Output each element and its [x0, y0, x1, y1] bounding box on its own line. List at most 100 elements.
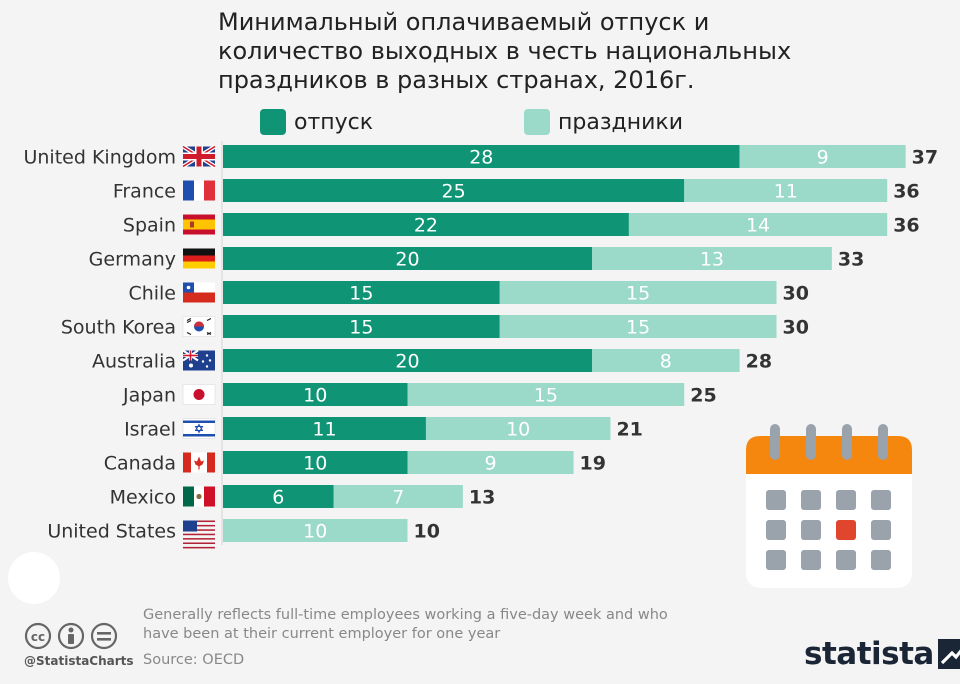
chart-title: Минимальный оплачиваемый отпуск и количе… [218, 8, 792, 94]
france-flag-icon [183, 180, 215, 201]
data-label-holidays: 15 [626, 283, 650, 305]
bar-holidays [592, 349, 740, 372]
data-label-vacation: 20 [395, 351, 419, 373]
bar-vacation [223, 451, 408, 474]
bar-vacation [223, 247, 592, 270]
category-label: Germany [89, 249, 176, 271]
total-label: 33 [838, 249, 864, 271]
chile-flag-icon [183, 282, 215, 303]
south-korea-flag-icon [182, 316, 216, 337]
twitter-handle: @StatistaCharts [24, 654, 134, 668]
data-label-holidays: 9 [484, 453, 496, 475]
data-label-vacation: 15 [349, 317, 373, 339]
bar-holidays [425, 417, 611, 440]
bar-holidays [592, 247, 832, 270]
data-label-vacation: 11 [312, 419, 336, 441]
total-label: 36 [893, 181, 919, 203]
bar-vacation [223, 349, 592, 372]
statista-logo: statista [804, 636, 960, 672]
category-label: Chile [128, 283, 176, 305]
mexico-flag-icon [183, 486, 215, 507]
category-label: Japan [122, 385, 176, 407]
logo-text: statista [804, 636, 934, 672]
bar-vacation [223, 179, 685, 202]
bar-holidays [223, 519, 408, 542]
legend-item-holidays: праздники [524, 108, 683, 136]
australia-flag-icon [182, 349, 215, 371]
calendar-icon [746, 424, 912, 588]
bar-vacation [223, 383, 408, 406]
data-label-holidays: 15 [626, 317, 650, 339]
equal-icon [90, 622, 118, 650]
bar-holidays [333, 485, 463, 508]
bar-holidays [407, 451, 574, 474]
category-label: South Korea [61, 317, 176, 339]
bar-vacation [223, 417, 426, 440]
legend-label-vacation: отпуск [294, 109, 374, 135]
category-label: France [113, 181, 176, 203]
japan-flag-icon [182, 384, 216, 405]
bar-holidays [499, 315, 777, 338]
bar-holidays [684, 179, 888, 202]
canada-flag-icon [183, 452, 215, 473]
svg-text:cc: cc [31, 630, 45, 644]
category-label: Israel [124, 419, 176, 441]
total-label: 36 [893, 215, 919, 237]
usa-flag-icon [183, 520, 215, 549]
data-label-holidays: 9 [817, 147, 829, 169]
data-label-holidays: 13 [700, 249, 724, 271]
legend-swatch-holidays [524, 109, 550, 135]
license-icons: cc [24, 622, 118, 650]
total-label: 19 [580, 453, 606, 475]
data-label-vacation: 20 [395, 249, 419, 271]
legend-item-vacation: отпуск [260, 108, 373, 136]
data-label-vacation: 10 [303, 453, 327, 475]
legend-label-holidays: праздники [558, 109, 684, 135]
category-label: United States [47, 521, 176, 543]
data-label-holidays: 8 [660, 351, 672, 373]
data-label-holidays: 15 [534, 385, 558, 407]
category-label: Canada [104, 453, 176, 475]
footnote: Generally reflects full-time employees w… [143, 607, 668, 642]
data-label-holidays: 11 [774, 181, 798, 203]
data-label-vacation: 25 [442, 181, 466, 203]
bar-vacation [223, 145, 740, 168]
category-label: Spain [123, 215, 176, 237]
data-label-holidays: 10 [303, 521, 327, 543]
data-label-vacation: 22 [414, 215, 438, 237]
spain-flag-icon [183, 214, 215, 235]
category-label: United Kingdom [23, 147, 176, 169]
bar-vacation [223, 485, 334, 508]
total-label: 30 [783, 317, 809, 339]
decorative-blob [8, 552, 60, 604]
logo-mark-icon [937, 639, 960, 669]
bar-vacation [223, 315, 500, 338]
total-label: 28 [746, 351, 772, 373]
bar-holidays [739, 145, 906, 168]
data-label-vacation: 6 [272, 487, 284, 509]
cc-icon: cc [24, 622, 52, 650]
stacked-bar-chart: United Kingdom 28 9 37 France 25 11 36 Spain 22 14… [23, 141, 938, 549]
uk-flag-icon [181, 144, 217, 169]
total-label: 30 [783, 283, 809, 305]
bar-holidays [407, 383, 685, 406]
category-label: Australia [92, 351, 176, 373]
source-text: Source: OECD [143, 652, 245, 668]
data-label-vacation: 28 [469, 147, 493, 169]
legend-swatch-vacation [260, 109, 286, 135]
data-label-holidays: 7 [392, 487, 404, 509]
bar-vacation [223, 213, 629, 236]
germany-flag-icon [183, 248, 215, 269]
israel-flag-icon [182, 418, 216, 439]
total-label: 13 [469, 487, 495, 509]
total-label: 25 [690, 385, 716, 407]
bar-holidays [628, 213, 888, 236]
total-label: 10 [414, 521, 440, 543]
bar-vacation [223, 281, 500, 304]
bar-holidays [499, 281, 777, 304]
category-label: Mexico [110, 487, 176, 509]
data-label-holidays: 10 [506, 419, 530, 441]
data-label-vacation: 15 [349, 283, 373, 305]
data-label-vacation: 10 [303, 385, 327, 407]
